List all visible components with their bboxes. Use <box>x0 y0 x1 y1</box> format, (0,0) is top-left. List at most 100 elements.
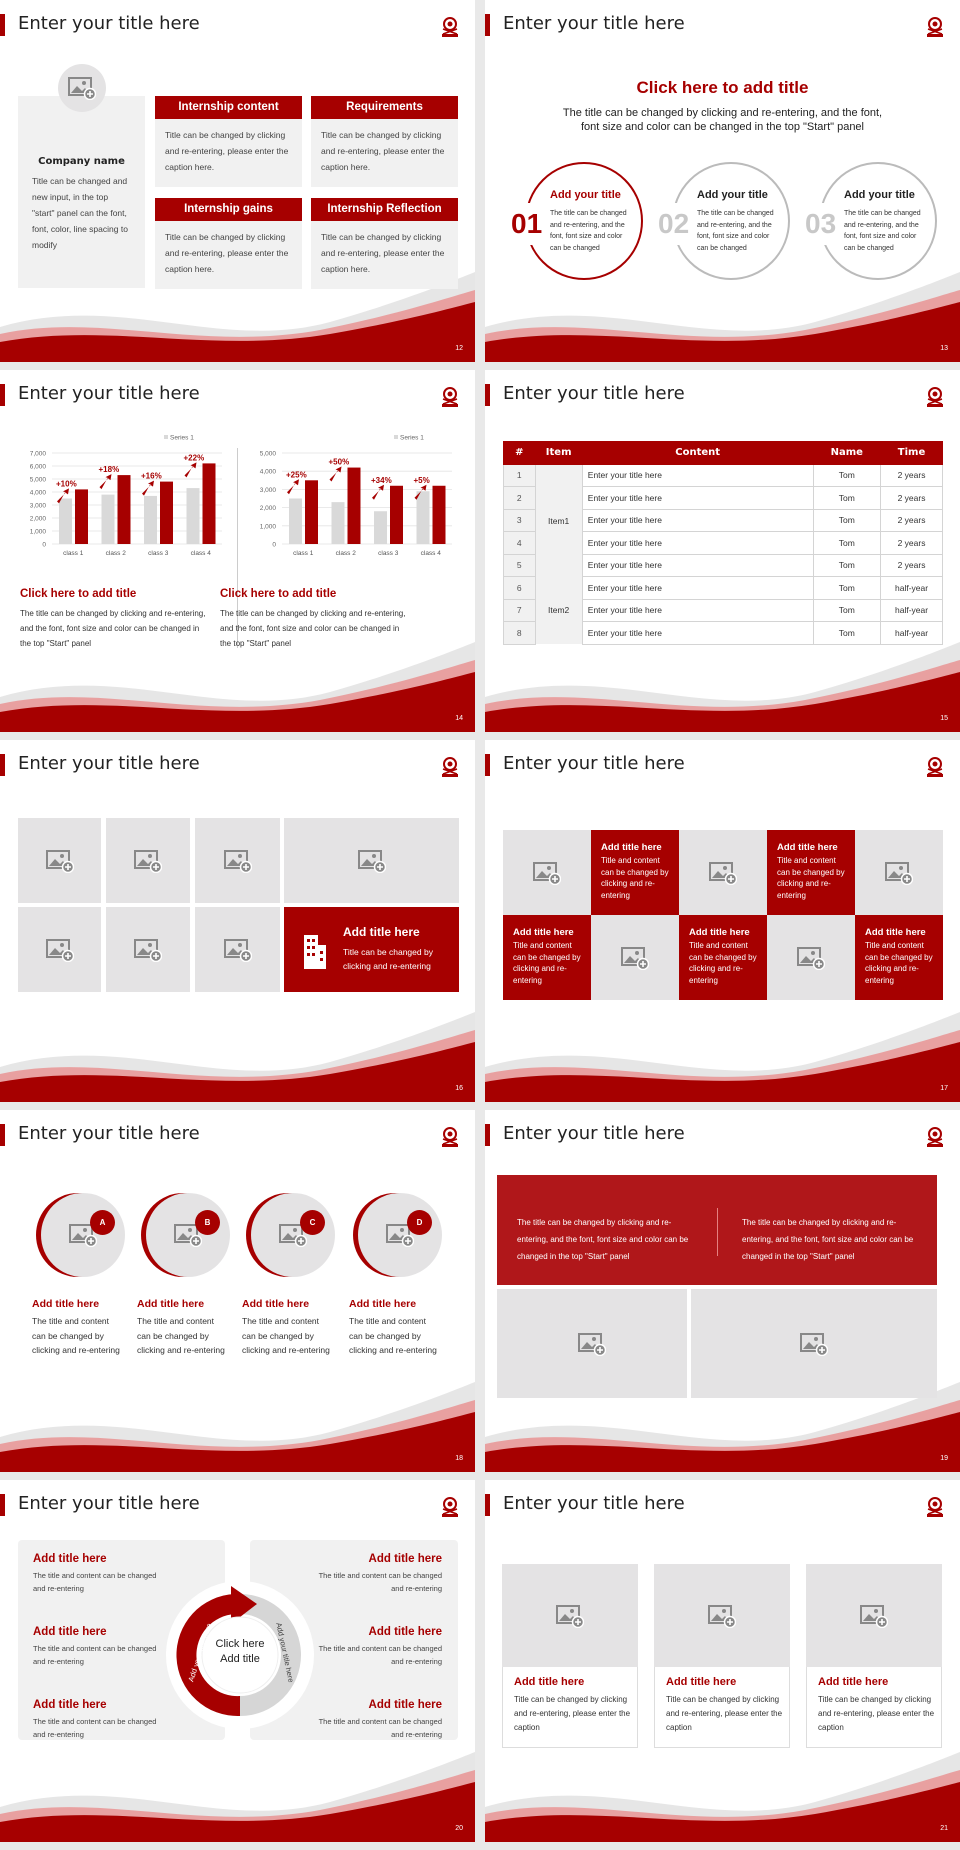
slide-19[interactable]: Enter your title here 19 The title can be … <box>485 1110 960 1472</box>
caption-title[interactable]: Click here to add title <box>220 588 337 600</box>
bar-gray <box>416 491 430 544</box>
center-line-2[interactable]: Add title <box>220 1653 260 1665</box>
bar-chart-1: 0 1,000 2,000 3,000 4,000 5,000 6,000 7,000 Seri… <box>30 435 222 557</box>
image-circle[interactable] <box>358 1193 442 1277</box>
slide-title[interactable]: Enter your title here <box>18 1123 200 1144</box>
image-placeholder-icon[interactable] <box>45 849 74 873</box>
image-tile[interactable] <box>503 830 591 915</box>
image-tile[interactable] <box>18 907 101 992</box>
image-tile[interactable] <box>591 915 679 1000</box>
slide-15[interactable]: Enter your title here 15 # Item Content Name T… <box>485 370 960 732</box>
item-title-left[interactable]: Add title here <box>33 1553 107 1565</box>
slide-title[interactable]: Enter your title here <box>18 753 200 774</box>
legend-label: Series 1 <box>400 435 424 442</box>
card-image[interactable] <box>502 1564 638 1667</box>
slide-20[interactable]: Enter your title here 20 Add title here The… <box>0 1480 475 1842</box>
slide-title[interactable]: Enter your title here <box>503 13 685 34</box>
image-tile[interactable] <box>497 1289 687 1398</box>
item-title-left[interactable]: Add title here <box>33 1699 107 1711</box>
image-tile[interactable] <box>195 907 280 992</box>
caption-title[interactable]: Click here to add title <box>20 588 137 600</box>
text-tile[interactable]: Add title here Title and content can be c… <box>591 830 679 915</box>
card-image[interactable] <box>654 1564 790 1667</box>
image-tile[interactable] <box>106 818 190 903</box>
image-placeholder-icon[interactable] <box>223 938 252 962</box>
image-placeholder-icon[interactable] <box>279 1223 308 1248</box>
decorative-wave <box>0 642 475 732</box>
table-row[interactable]: 5 Enter your title here Tom 2 years <box>503 553 943 577</box>
image-placeholder-icon[interactable] <box>134 849 163 873</box>
item-title-right[interactable]: Add title here <box>368 1699 442 1711</box>
image-circle[interactable] <box>146 1193 230 1277</box>
image-circle[interactable] <box>41 1193 125 1277</box>
image-tile[interactable] <box>767 915 855 1000</box>
image-placeholder-icon[interactable] <box>134 938 163 962</box>
slide-title[interactable]: Enter your title here <box>503 383 685 404</box>
decorative-wave <box>485 642 960 732</box>
image-tile[interactable] <box>691 1289 937 1398</box>
image-placeholder-icon[interactable] <box>68 76 97 101</box>
slide-21[interactable]: Enter your title here 21 Add title here Tit… <box>485 1480 960 1842</box>
main-heading[interactable]: Click here to add title <box>636 78 809 97</box>
text-tile[interactable]: Add title here Title and content can be c… <box>679 915 767 1000</box>
row-number: 7 <box>503 598 536 622</box>
item-title-right[interactable]: Add title here <box>368 1626 442 1638</box>
center-line-1[interactable]: Click here <box>215 1638 265 1650</box>
slide-18[interactable]: Enter your title here 18 A Add title here Th… <box>0 1110 475 1472</box>
image-tile[interactable] <box>679 830 767 915</box>
image-placeholder-icon[interactable] <box>223 849 252 873</box>
image-placeholder-icon[interactable] <box>709 861 738 885</box>
slide-title[interactable]: Enter your title here <box>18 383 200 404</box>
image-placeholder-icon[interactable] <box>45 938 74 962</box>
text-tile[interactable]: Add title here Title and content can be c… <box>855 915 943 1000</box>
image-placeholder-icon[interactable] <box>69 1223 98 1248</box>
company-image-circle[interactable] <box>58 64 106 112</box>
slide-17[interactable]: Enter your title here 17 Add title here Tit… <box>485 740 960 1102</box>
card-image[interactable] <box>806 1564 942 1667</box>
image-placeholder-icon[interactable] <box>578 1332 607 1356</box>
item-title-right[interactable]: Add title here <box>368 1553 442 1565</box>
slide-16[interactable]: Enter your title here 16 Add title here Tit… <box>0 740 475 1102</box>
caption-text: The title can be changed by clicking and… <box>220 609 406 648</box>
table-row[interactable]: 8 Enter your title here Tom half-year <box>503 621 943 645</box>
image-placeholder-icon[interactable] <box>885 861 914 885</box>
image-placeholder-icon[interactable] <box>533 861 562 885</box>
image-placeholder-icon[interactable] <box>357 849 386 873</box>
image-placeholder-icon[interactable] <box>174 1223 203 1248</box>
image-tile[interactable] <box>106 907 190 992</box>
slide-title[interactable]: Enter your title here <box>503 753 685 774</box>
table-row[interactable]: 4 Enter your title here Tom 2 years <box>503 531 943 555</box>
table-row[interactable]: 1 Item1 Enter your title here Tom 2 years <box>503 463 943 577</box>
item-title-left[interactable]: Add title here <box>33 1626 107 1638</box>
content-cell: Enter your title here <box>581 463 814 487</box>
image-placeholder-icon[interactable] <box>386 1223 415 1248</box>
image-circle[interactable] <box>251 1193 335 1277</box>
image-placeholder-icon[interactable] <box>800 1332 829 1356</box>
slide-title[interactable]: Enter your title here <box>503 1493 685 1514</box>
table-row[interactable]: 6 Item2 Enter your title here Tom half-year <box>503 576 943 644</box>
banner-text: The title can be changed by clicking and… <box>742 1218 914 1261</box>
building-icon <box>302 929 328 974</box>
text-tile[interactable]: Add title here Title and content can be c… <box>503 915 591 1000</box>
table-row[interactable]: 2 Enter your title here Tom 2 years <box>503 486 943 510</box>
image-placeholder-icon[interactable] <box>556 1604 585 1628</box>
image-tile[interactable] <box>18 818 101 903</box>
image-placeholder-icon[interactable] <box>860 1604 889 1628</box>
box-body: Title can be changed by clicking and re-… <box>311 119 458 187</box>
slide-title[interactable]: Enter your title here <box>18 13 200 34</box>
text-tile[interactable]: Add title here Title and content can be c… <box>767 830 855 915</box>
slide-13[interactable]: Enter your title here 13 Click here to add… <box>485 0 960 362</box>
data-annotation: +22% <box>184 453 205 462</box>
slide-14[interactable]: Enter your title here 14 0 1,000 2,000 3,000 4… <box>0 370 475 732</box>
image-tile[interactable] <box>855 830 943 915</box>
image-placeholder-icon[interactable] <box>621 946 650 970</box>
slide-title[interactable]: Enter your title here <box>503 1123 685 1144</box>
slide-title[interactable]: Enter your title here <box>18 1493 200 1514</box>
tile-title: Add title here <box>513 927 574 938</box>
image-placeholder-icon[interactable] <box>797 946 826 970</box>
feature-tile[interactable]: Add title here Title can be changed by cl… <box>284 907 459 992</box>
slide-12[interactable]: Enter your title here 12 Company name Title… <box>0 0 475 362</box>
image-placeholder-icon[interactable] <box>708 1604 737 1628</box>
image-tile[interactable] <box>284 818 459 903</box>
image-tile[interactable] <box>195 818 280 903</box>
